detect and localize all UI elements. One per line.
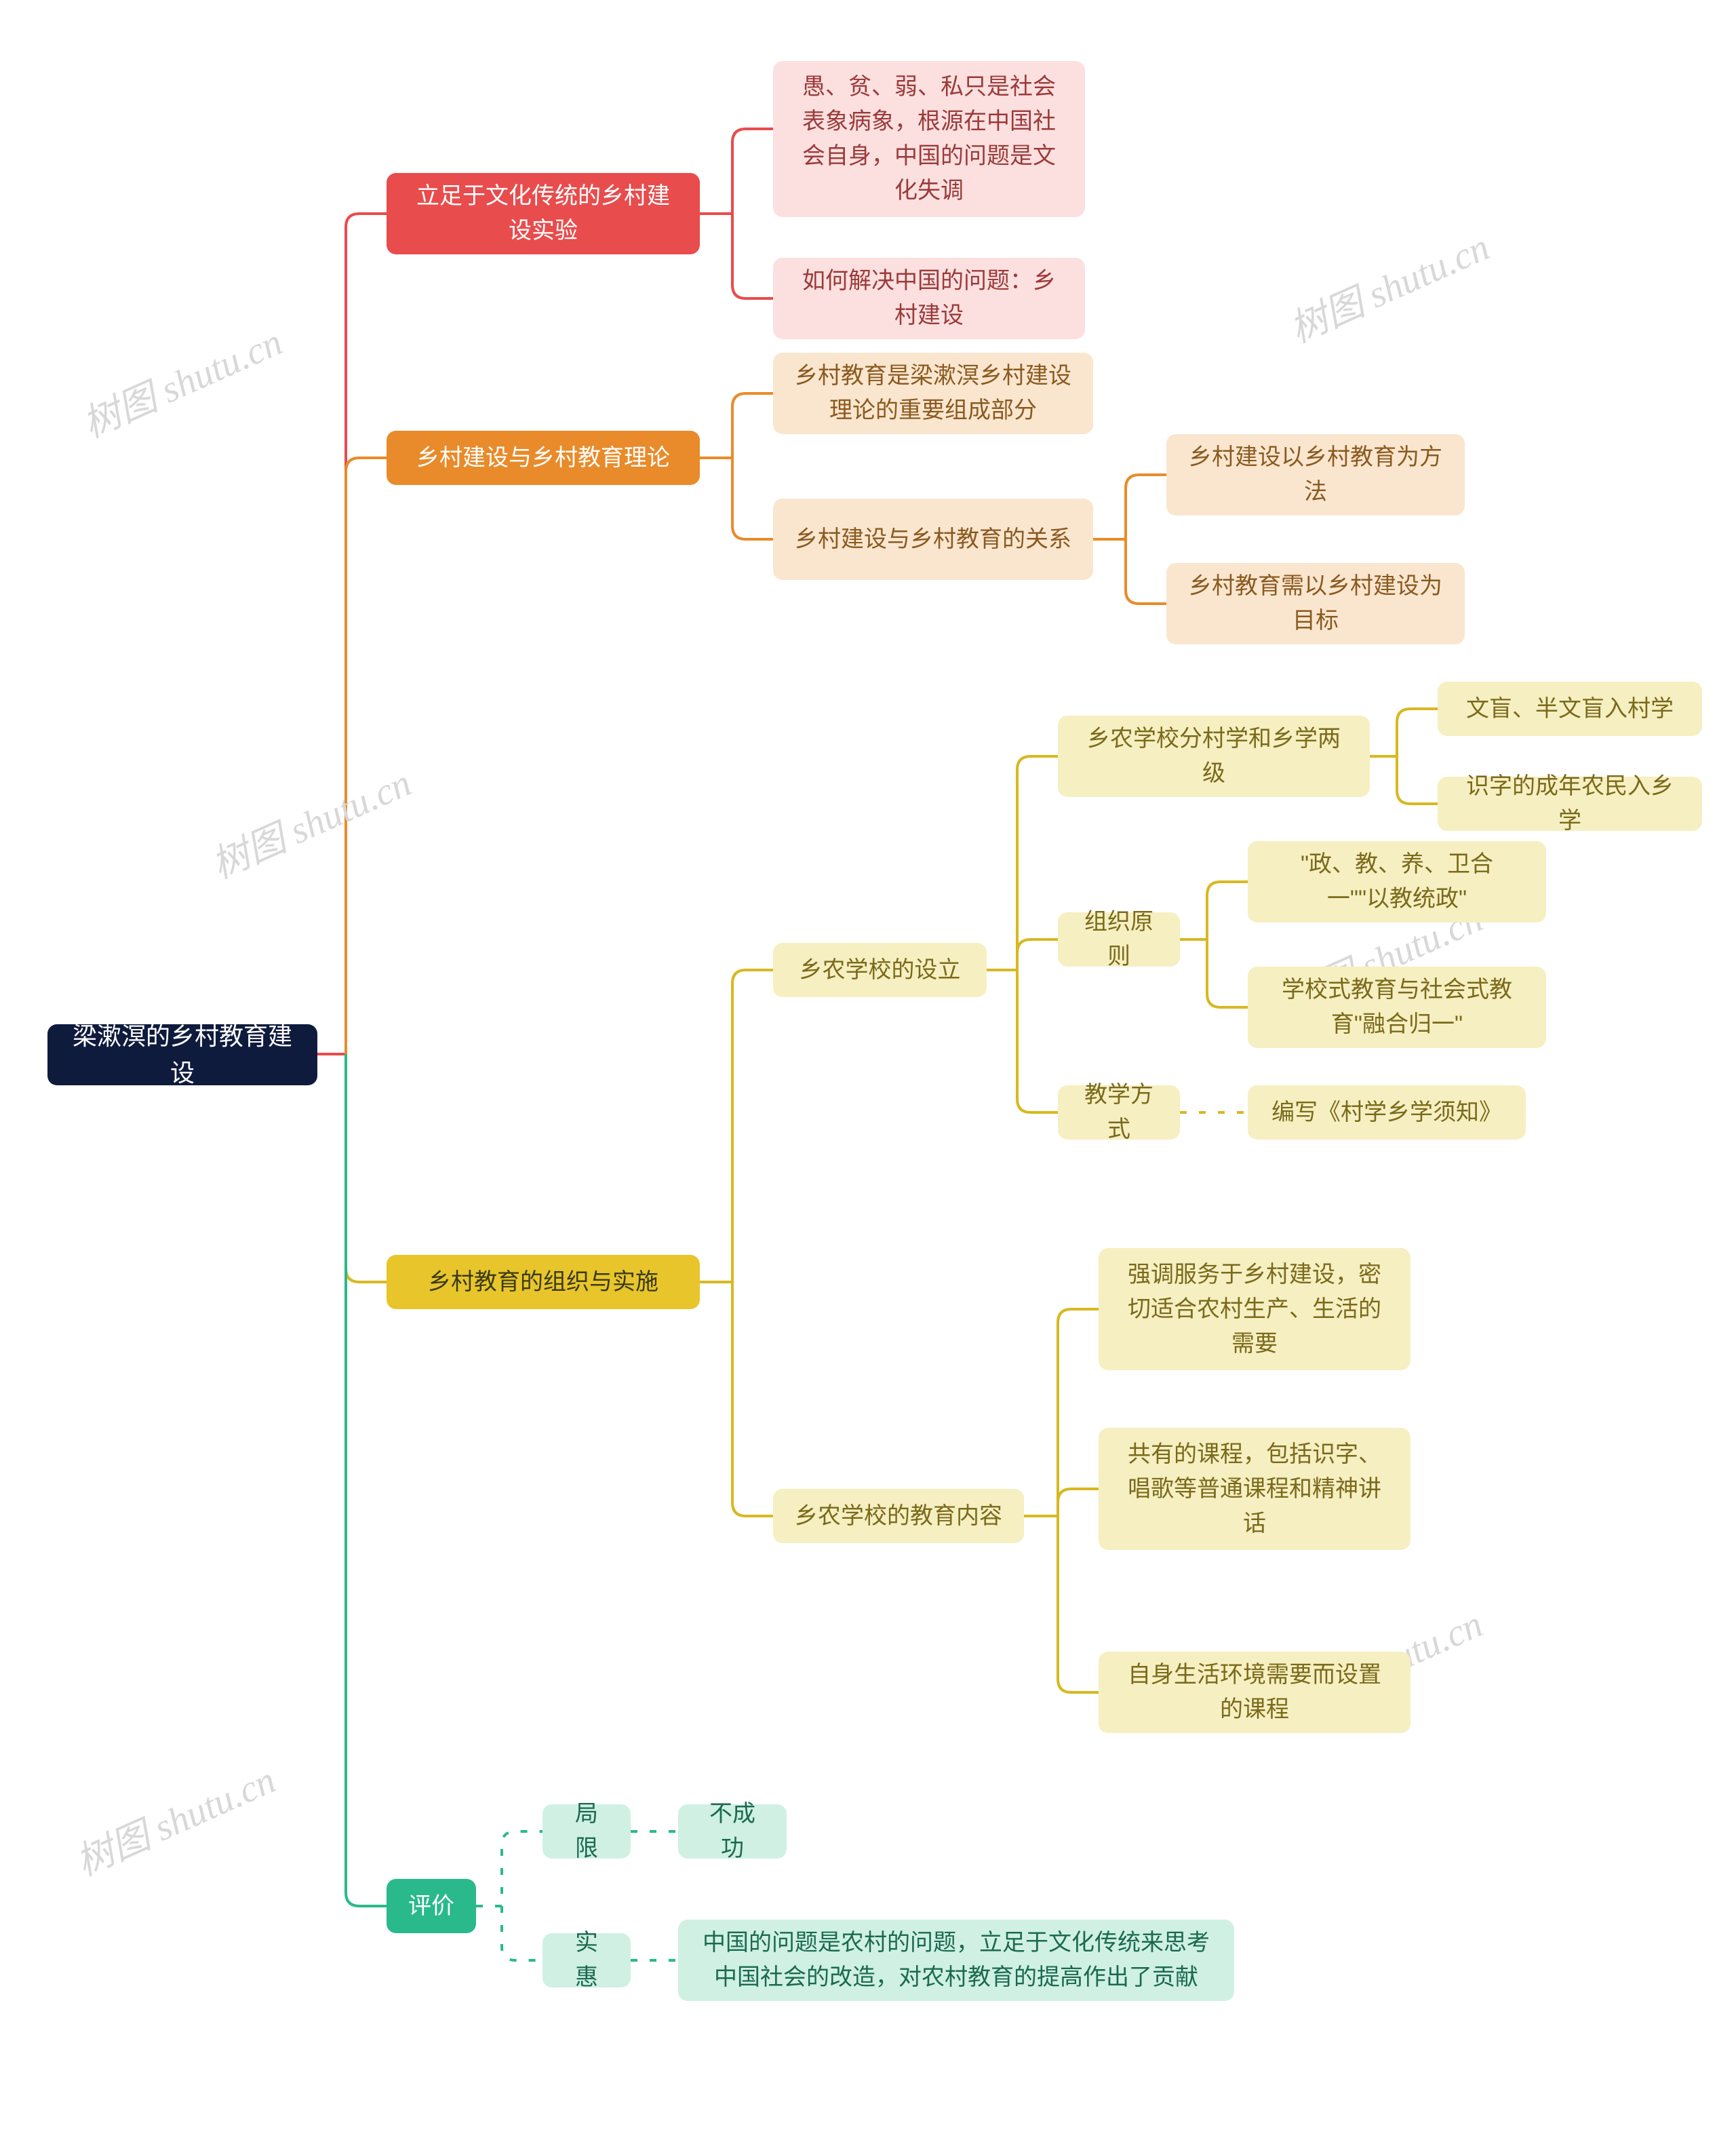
leaf-b3c1c1[interactable]: 编写《村学乡学须知》 <box>1248 1085 1526 1140</box>
node-label: 立足于文化传统的乡村建设实验 <box>408 179 678 248</box>
node-label: 文盲、半文盲入村学 <box>1466 692 1674 726</box>
root-label: 梁漱溟的乡村教育建设 <box>69 1018 296 1091</box>
watermark: 树图 shutu.cn <box>73 312 290 449</box>
leaf-b2c2a[interactable]: 乡村建设以乡村教育为方法 <box>1166 434 1465 516</box>
node-label: 自身生活环境需要而设置的课程 <box>1120 1658 1389 1727</box>
watermark: 树图 shutu.cn <box>66 1750 283 1887</box>
leaf-b2c1[interactable]: 乡村教育是梁漱溟乡村建设理论的重要组成部分 <box>773 353 1093 434</box>
watermark: 树图 shutu.cn <box>201 753 418 890</box>
node-label: 乡农学校的设立 <box>800 953 961 988</box>
leaf-b2c2[interactable]: 乡村建设与乡村教育的关系 <box>773 499 1093 580</box>
node-label: 乡村建设与乡村教育理论 <box>416 441 670 475</box>
branch-organization[interactable]: 乡村教育的组织与实施 <box>387 1255 700 1309</box>
node-label: 强调服务于乡村建设，密切适合农村生产、生活的需要 <box>1120 1258 1389 1361</box>
node-label: "政、教、养、卫合一""以教统政" <box>1269 847 1524 916</box>
leaf-b1c1[interactable]: 愚、贫、弱、私只是社会表象病象，根源在中国社会自身，中国的问题是文化失调 <box>773 61 1085 217</box>
node-label: 乡村教育需以乡村建设为目标 <box>1188 569 1443 638</box>
leaf-b3c1a1[interactable]: 文盲、半文盲入村学 <box>1438 682 1702 736</box>
node-label: 乡农学校分村学和乡学两级 <box>1080 722 1348 791</box>
node-label: 学校式教育与社会式教育"融合归一" <box>1269 973 1524 1042</box>
node-label: 乡村建设与乡村教育的关系 <box>795 522 1071 557</box>
node-label: 如何解决中国的问题：乡村建设 <box>795 264 1063 333</box>
watermark: 树图 shutu.cn <box>1280 217 1497 354</box>
leaf-b4c1a[interactable]: 不成功 <box>678 1804 787 1859</box>
node-label: 实惠 <box>564 1926 609 1995</box>
node-label: 不成功 <box>700 1797 765 1866</box>
leaf-b3c1a[interactable]: 乡农学校分村学和乡学两级 <box>1058 716 1370 797</box>
node-label: 组织原则 <box>1080 905 1158 974</box>
leaf-b3c1b[interactable]: 组织原则 <box>1058 912 1180 967</box>
node-label: 乡村教育的组织与实施 <box>428 1265 658 1300</box>
node-label: 教学方式 <box>1080 1078 1158 1147</box>
node-label: 识字的成年农民入乡学 <box>1459 769 1680 838</box>
leaf-b3c2c[interactable]: 自身生活环境需要而设置的课程 <box>1099 1652 1410 1733</box>
leaf-b4c2[interactable]: 实惠 <box>542 1933 631 1987</box>
node-label: 中国的问题是农村的问题，立足于文化传统来思考中国社会的改造，对农村教育的提高作出… <box>700 1926 1212 1995</box>
node-label: 共有的课程，包括识字、唱歌等普通课程和精神讲话 <box>1120 1437 1389 1541</box>
node-label: 乡村建设以乡村教育为方法 <box>1188 440 1443 509</box>
root-node[interactable]: 梁漱溟的乡村教育建设 <box>47 1024 317 1085</box>
branch-evaluation[interactable]: 评价 <box>387 1879 476 1933</box>
node-label: 编写《村学乡学须知》 <box>1271 1095 1502 1130</box>
leaf-b4c1[interactable]: 局限 <box>542 1804 631 1859</box>
node-label: 局限 <box>564 1797 609 1866</box>
leaf-b2c2b[interactable]: 乡村教育需以乡村建设为目标 <box>1166 563 1465 644</box>
node-label: 乡农学校的教育内容 <box>795 1499 1002 1534</box>
node-label: 愚、贫、弱、私只是社会表象病象，根源在中国社会自身，中国的问题是文化失调 <box>795 70 1063 208</box>
branch-theory[interactable]: 乡村建设与乡村教育理论 <box>387 431 700 485</box>
node-label: 乡村教育是梁漱溟乡村建设理论的重要组成部分 <box>795 359 1071 428</box>
leaf-b1c2[interactable]: 如何解决中国的问题：乡村建设 <box>773 258 1085 339</box>
node-label: 评价 <box>408 1889 454 1924</box>
leaf-b3c1c[interactable]: 教学方式 <box>1058 1085 1180 1140</box>
leaf-b3c1[interactable]: 乡农学校的设立 <box>773 943 987 997</box>
leaf-b3c1b1[interactable]: "政、教、养、卫合一""以教统政" <box>1248 841 1546 923</box>
leaf-b3c2[interactable]: 乡农学校的教育内容 <box>773 1489 1024 1543</box>
branch-cultural-tradition[interactable]: 立足于文化传统的乡村建设实验 <box>387 173 700 254</box>
leaf-b4c2a[interactable]: 中国的问题是农村的问题，立足于文化传统来思考中国社会的改造，对农村教育的提高作出… <box>678 1920 1234 2001</box>
leaf-b3c1b2[interactable]: 学校式教育与社会式教育"融合归一" <box>1248 967 1546 1048</box>
leaf-b3c2b[interactable]: 共有的课程，包括识字、唱歌等普通课程和精神讲话 <box>1099 1428 1410 1550</box>
leaf-b3c1a2[interactable]: 识字的成年农民入乡学 <box>1438 777 1702 831</box>
leaf-b3c2a[interactable]: 强调服务于乡村建设，密切适合农村生产、生活的需要 <box>1099 1248 1410 1370</box>
